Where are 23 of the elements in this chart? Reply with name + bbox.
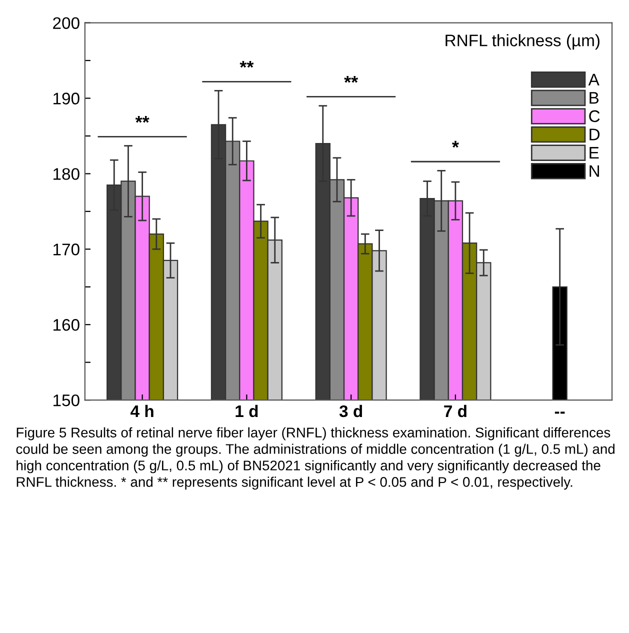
legend-label: N xyxy=(590,165,599,177)
x-tick-label: 1 d xyxy=(236,404,258,418)
y-tick-label: 150 xyxy=(54,394,80,406)
y-tick-label: 190 xyxy=(54,92,80,104)
y-tick-label: 200 xyxy=(53,17,80,29)
legend-label: D xyxy=(590,128,600,140)
annotation: ** xyxy=(344,76,358,83)
annotation: * xyxy=(452,140,459,148)
y-tick-label: 160 xyxy=(54,319,80,331)
legend-label: B xyxy=(590,92,599,104)
text: RNFL thickness (µm) xyxy=(446,34,600,50)
x-tick-label: -- xyxy=(554,412,565,414)
legend-label: C xyxy=(589,110,600,122)
y-tick-label: 180 xyxy=(54,168,80,180)
x-tick-label: 4 h xyxy=(130,404,154,417)
y-tick-label: 170 xyxy=(54,244,80,256)
x-tick-label: 3 d xyxy=(339,404,362,418)
legend-label: E xyxy=(590,147,599,159)
caption: Figure 5 Results of retinal nerve fiber layer (RNFL) thickness examination. Significant differences could be seen among the groups. The administrations of middle concentration (1 g/L, 0.5 mL) and high concentration (5 g/L, 0.5 mL) of BN52021 significantly and very significantly decreased the RNFL thickness. * and ** represents significant level at P < 0.05 and P < 0.01, respectively. xyxy=(16,427,614,490)
annotation: ** xyxy=(240,60,254,68)
legend-label: A xyxy=(588,74,600,86)
annotation: ** xyxy=(135,116,150,123)
x-tick-label: 7 d xyxy=(444,404,466,418)
